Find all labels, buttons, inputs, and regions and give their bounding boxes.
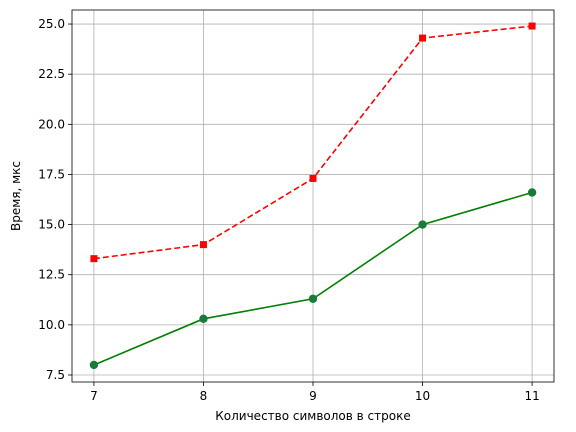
y-tick-label: 7.5 xyxy=(46,368,65,382)
y-tick-label: 25.0 xyxy=(38,17,65,31)
series-point xyxy=(199,241,207,249)
series-point xyxy=(527,188,537,197)
grid xyxy=(72,10,554,382)
axis-ticks: 7 8 9 10 11 7.5 10.0 12.5 15.0 17.5 20.0 22.5 25.0 xyxy=(38,17,539,403)
series-point xyxy=(419,34,427,42)
series-point xyxy=(308,294,318,303)
plot-series xyxy=(89,22,537,370)
series-point xyxy=(528,22,536,30)
x-tick-label: 7 xyxy=(90,389,98,403)
y-tick-label: 12.5 xyxy=(38,268,65,282)
series-point xyxy=(90,255,98,263)
y-tick-label: 17.5 xyxy=(38,167,65,181)
series-1 xyxy=(89,188,537,370)
series-point xyxy=(309,174,317,182)
y-tick-label: 15.0 xyxy=(38,218,65,232)
x-tick-label: 8 xyxy=(200,389,208,403)
x-tick-label: 9 xyxy=(309,389,317,403)
x-axis-label: Количество символов в строке xyxy=(215,409,410,423)
y-tick-label: 22.5 xyxy=(38,67,65,81)
y-tick-label: 20.0 xyxy=(38,117,65,131)
series-point xyxy=(418,220,427,229)
series-point xyxy=(89,360,99,370)
x-tick-label: 11 xyxy=(524,389,539,403)
series-point xyxy=(199,314,208,324)
x-tick-label: 10 xyxy=(415,389,430,403)
series-0 xyxy=(90,22,536,263)
y-axis-label: Время, мкс xyxy=(9,161,23,231)
y-tick-label: 10.0 xyxy=(38,318,65,332)
